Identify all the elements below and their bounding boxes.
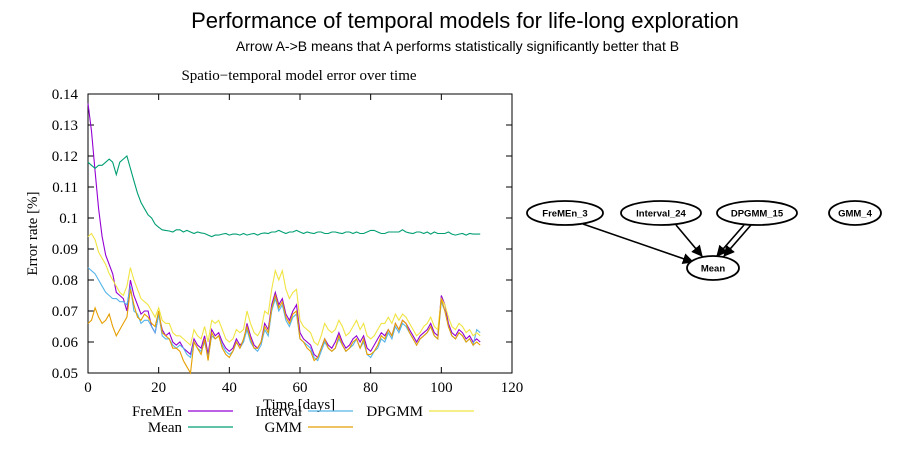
edge-fremen-to-mean bbox=[582, 223, 695, 265]
edge-dpgmm-to-mean bbox=[716, 224, 745, 257]
series-line-gmm bbox=[87, 289, 481, 375]
legend-label-gmm: GMM bbox=[264, 420, 302, 436]
y-tick-label: 0.09 bbox=[52, 242, 78, 258]
legend-label-fremen: FreMEn bbox=[132, 404, 182, 420]
y-axis: 0.05 0.06 0.07 0.08 0.09 0.1 0.11 0.12 0.13 0.14 bbox=[52, 87, 512, 382]
edge-dpgmm-to-mean bbox=[723, 224, 752, 257]
legend-label-mean: Mean bbox=[148, 420, 183, 436]
node-gmm bbox=[828, 200, 882, 226]
x-tick-label: 100 bbox=[430, 380, 453, 396]
node-interval bbox=[620, 200, 702, 226]
node-label-fremen: FreMEn_3 bbox=[542, 209, 587, 220]
y-tick-label: 0.06 bbox=[52, 335, 79, 351]
legend-label-interval: Interval bbox=[255, 404, 302, 420]
x-tick-label: 0 bbox=[84, 380, 92, 396]
y-tick-label: 0.12 bbox=[52, 149, 78, 165]
series-line-dpgmm bbox=[87, 232, 481, 347]
diagram-nodes: FreMEn_3 Interval_24 DPGMM_15 GMM_4 Mean bbox=[526, 200, 882, 281]
x-axis-label: Time [days] bbox=[263, 397, 335, 413]
legend-label-dpgmm: DPGMM bbox=[366, 404, 423, 420]
x-axis: 0 20 40 60 80 100 120 bbox=[84, 94, 523, 396]
y-tick-label: 0.14 bbox=[52, 87, 79, 103]
y-tick-label: 0.11 bbox=[52, 180, 78, 196]
page-subtitle: Arrow A->B means that A performs statist… bbox=[235, 38, 680, 54]
x-tick-label: 60 bbox=[293, 380, 308, 396]
diagram-edges bbox=[582, 223, 752, 265]
edge-interval-to-mean bbox=[675, 224, 703, 257]
y-tick-label: 0.1 bbox=[59, 211, 78, 227]
page-title: Performance of temporal models for life-… bbox=[191, 8, 739, 33]
node-label-interval: Interval_24 bbox=[636, 209, 686, 220]
y-tick-label: 0.08 bbox=[52, 273, 78, 289]
series-line-mean bbox=[87, 155, 481, 238]
node-label-dpgmm: DPGMM_15 bbox=[731, 209, 784, 220]
y-tick-label: 0.13 bbox=[52, 118, 78, 134]
node-label-mean: Mean bbox=[701, 264, 725, 275]
chart-title: Spatio−temporal model error over time bbox=[181, 68, 416, 84]
node-mean bbox=[686, 255, 740, 281]
y-axis-label: Error rate [%] bbox=[25, 191, 41, 275]
series-lines bbox=[87, 103, 481, 375]
y-tick-label: 0.07 bbox=[52, 304, 79, 320]
node-label-gmm: GMM_4 bbox=[838, 209, 873, 220]
x-tick-label: 80 bbox=[363, 380, 378, 396]
y-tick-label: 0.05 bbox=[52, 366, 78, 382]
x-tick-label: 40 bbox=[222, 380, 237, 396]
node-dpgmm bbox=[716, 200, 798, 226]
x-tick-label: 20 bbox=[151, 380, 166, 396]
x-tick-label: 120 bbox=[501, 380, 524, 396]
legend: FreMEn Interval DPGMM Mean GMM bbox=[132, 404, 474, 436]
node-fremen bbox=[526, 200, 604, 226]
